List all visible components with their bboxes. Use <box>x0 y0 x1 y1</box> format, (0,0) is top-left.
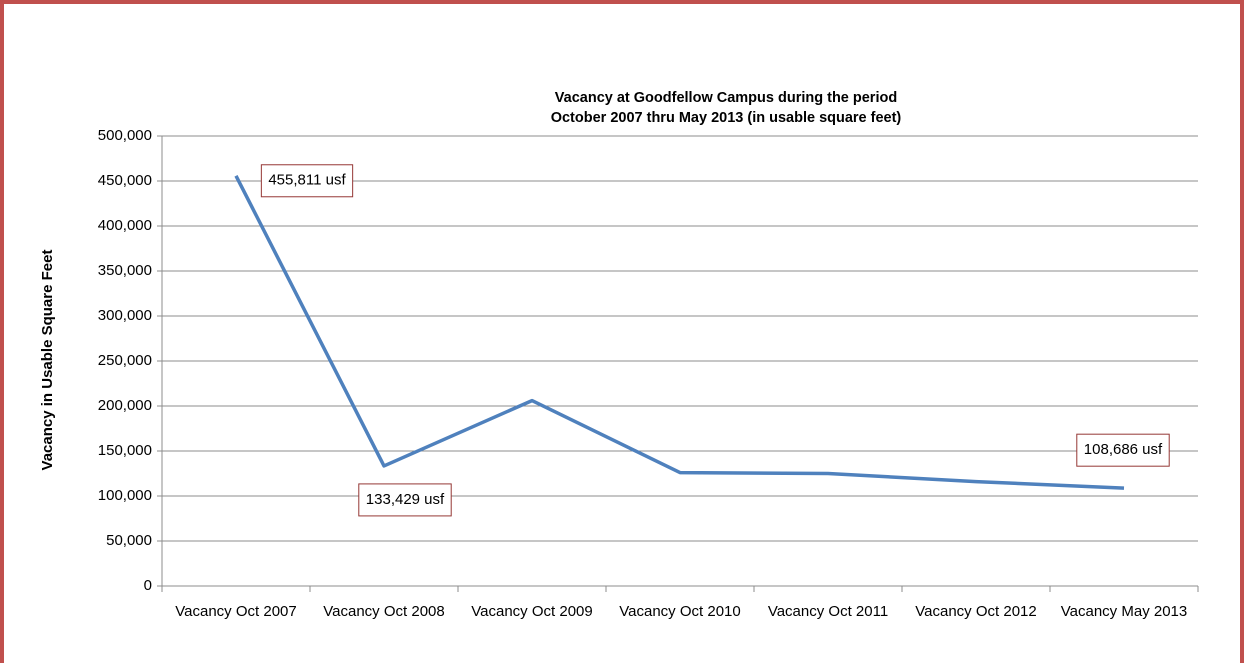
x-tick-label: Vacancy Oct 2009 <box>471 603 593 620</box>
value-label: 455,811 usf <box>268 172 346 189</box>
x-tick-label: Vacancy Oct 2007 <box>175 603 297 620</box>
y-tick-label: 200,000 <box>98 397 152 414</box>
value-label-box <box>1076 433 1170 467</box>
value-label: 133,429 usf <box>366 491 445 508</box>
x-tick-label: Vacancy Oct 2012 <box>915 603 1037 620</box>
y-tick-label: 450,000 <box>98 172 152 189</box>
value-label-box <box>358 483 452 517</box>
x-tick-label: Vacancy Oct 2008 <box>323 603 445 620</box>
x-tick-label: Vacancy Oct 2011 <box>767 603 889 620</box>
x-tick-label: Vacancy May 2013 <box>1060 603 1188 620</box>
y-tick-label: 350,000 <box>98 262 152 279</box>
y-tick-label: 500,000 <box>98 127 152 144</box>
data-line <box>234 174 1125 490</box>
value-label-box <box>260 164 354 198</box>
y-tick-label: 300,000 <box>98 307 152 324</box>
x-tick-label: Vacancy Oct 2010 <box>619 603 741 620</box>
y-tick-label: 100,000 <box>98 487 152 504</box>
y-tick-label: 50,000 <box>106 532 152 549</box>
y-axis-label: Vacancy in Usable Square Feet <box>39 250 56 471</box>
y-tick-label: 400,000 <box>98 217 152 234</box>
y-tick-label: 150,000 <box>98 442 152 459</box>
y-tick-label: 0 <box>144 577 152 594</box>
chart-title: Vacancy at Goodfellow Campus during the … <box>550 90 902 126</box>
value-label: 108,686 usf <box>1084 441 1163 458</box>
y-tick-label: 250,000 <box>98 352 152 369</box>
